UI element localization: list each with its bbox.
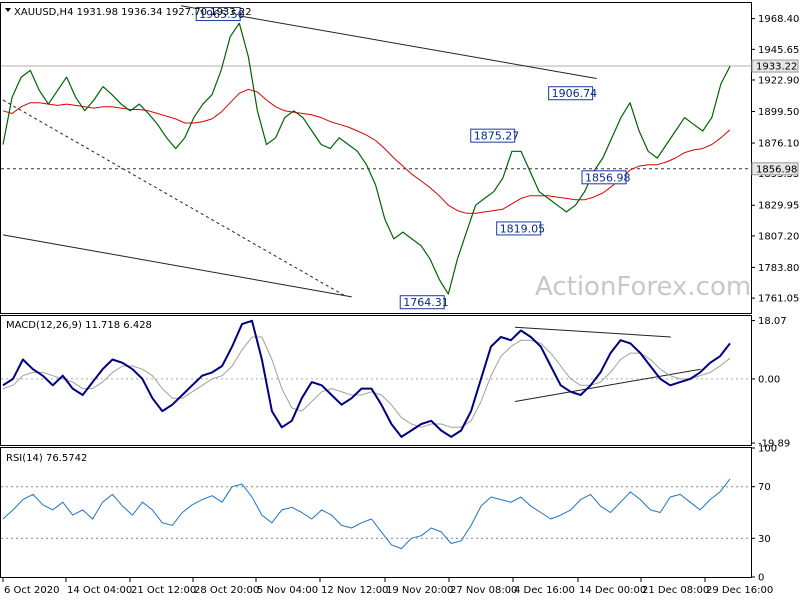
price-ytick-label: 1899.50 (758, 107, 799, 118)
rsi-panel (0, 447, 752, 578)
x-tick-label: 6 Oct 2020 (4, 585, 59, 596)
price-ytick-label: 1829.95 (758, 201, 799, 212)
price-trendline-0 (180, 5, 597, 79)
price-annotation-label: 1875.27 (474, 130, 519, 143)
price-panel-title: XAUUSD,H4 1931.98 1936.34 1927.70 1933.2… (14, 7, 252, 18)
x-tick-label: 21 Dec 08:00 (642, 585, 709, 596)
price-panel (0, 2, 752, 314)
x-tick-label: 21 Oct 12:00 (131, 585, 196, 596)
price-ytick-label: 1945.65 (758, 45, 799, 56)
x-tick-label: 5 Nov 04:00 (257, 585, 318, 596)
macd-ytick-label: -19.89 (758, 439, 790, 450)
macd-series-1 (2, 336, 731, 428)
price-ytick-label: 1968.40 (758, 14, 799, 25)
price-annotation-box (496, 221, 542, 236)
x-tick-label: 14 Dec 00:00 (579, 585, 646, 596)
current-price-tag-label: 1933.22 (756, 62, 797, 73)
price-annotation-box (581, 170, 627, 185)
reference-level-tag-label: 1856.98 (756, 164, 797, 175)
macd-ytick-label: 18.07 (758, 316, 787, 327)
price-ytick-label: 1807.20 (758, 231, 799, 242)
collapse-triangle-icon[interactable] (5, 8, 11, 12)
rsi-ytick-label: 30 (758, 534, 771, 545)
x-tick-label: 19 Nov 20:00 (386, 585, 453, 596)
macd-layer: 18.07 0.00 -19.89 (1, 316, 790, 450)
price-annotation-box (399, 295, 445, 310)
price-annotation-label: 1965.50 (199, 8, 245, 21)
macd-trendline-0 (514, 326, 671, 338)
x-tick-label: 29 Dec 16:00 (706, 585, 773, 596)
price-ytick-label: 1876.10 (758, 139, 799, 150)
rsi-panel-title: RSI(14) 76.5742 (6, 453, 87, 464)
price-annotation-box (195, 7, 241, 22)
price-series-0 (2, 22, 731, 295)
price-annotation-box (548, 86, 594, 101)
price-trendline-1 (2, 234, 352, 298)
macd-trendline-1 (514, 368, 701, 402)
price-layer: 1968.40 1945.65 1922.90 1899.50 1876.10 1856.… (1, 5, 799, 310)
x-tick-label: 12 Nov 12:00 (321, 585, 388, 596)
price-annotation-label: 1764.31 (403, 296, 449, 309)
x-tick-label: 4 Dec 16:00 (514, 585, 575, 596)
macd-panel-title: MACD(12,26,9) 11.718 6.428 (6, 320, 152, 331)
x-tick-label: 28 Oct 20:00 (194, 585, 259, 596)
macd-ytick-label: 0.00 (758, 374, 780, 385)
price-series-1 (2, 88, 731, 214)
macd-series-0 (2, 319, 731, 438)
rsi-layer: 100 70 30 0 (1, 444, 777, 584)
price-annotation-label: 1819.05 (500, 222, 546, 235)
price-annotation-box (470, 128, 516, 143)
price-annotation-label: 1906.74 (552, 87, 598, 100)
rsi-ytick-label: 70 (758, 482, 771, 493)
current-price-tag (751, 59, 799, 73)
price-ytick-label: 1922.90 (758, 75, 799, 86)
price-annotation-label: 1856.98 (585, 171, 631, 184)
rsi-ytick-label: 0 (758, 573, 764, 584)
x-tick-label: 14 Oct 04:00 (67, 585, 132, 596)
price-ytick-label: 1761.05 (758, 294, 799, 305)
price-ytick-label: 1783.80 (758, 263, 799, 274)
x-tick-label: 27 Nov 08:00 (450, 585, 517, 596)
watermark: ActionForex.com (535, 272, 751, 302)
reference-level-tag (751, 162, 799, 176)
macd-panel (0, 315, 752, 446)
rsi-ytick-label: 100 (758, 444, 777, 455)
rsi-series-0 (2, 478, 731, 550)
